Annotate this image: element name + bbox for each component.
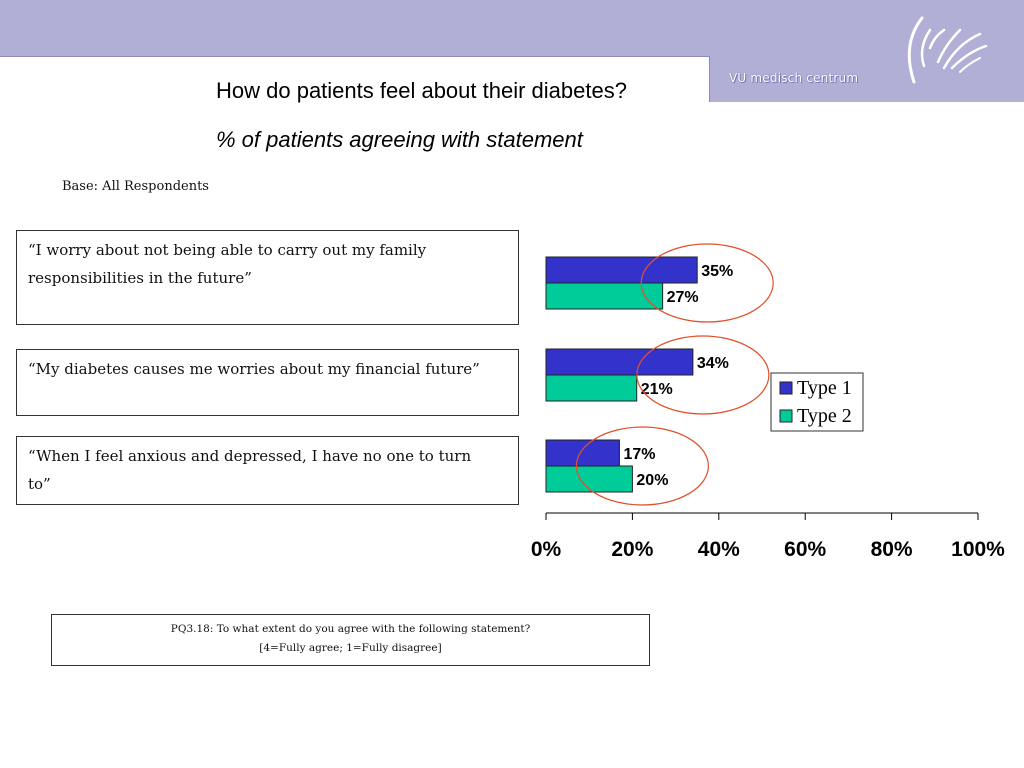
legend-swatch-1 [779, 381, 793, 395]
data-label-1-3: 17% [623, 446, 655, 463]
highlight-ellipse-3 [575, 426, 709, 506]
legend-label-2: Type 2 [797, 405, 852, 427]
data-label-2-3: 20% [636, 472, 668, 489]
highlight-ellipse-1 [640, 243, 774, 323]
statement-text-3: “When I feel anxious and depressed, I ha… [28, 447, 472, 493]
header-band [0, 0, 1024, 57]
legend-swatch-2 [779, 409, 793, 423]
bar-2-1 [545, 282, 664, 310]
statement-text-2: “My diabetes causes me worries about my … [28, 360, 480, 378]
data-label-2-1: 27% [667, 289, 699, 306]
statement-box-2: “My diabetes causes me worries about my … [16, 349, 519, 416]
footnote-scale: [4=Fully agree; 1=Fully disagree] [259, 642, 442, 654]
statement-text-1: “I worry about not being able to carry o… [28, 241, 427, 287]
bar-1-2 [545, 348, 694, 376]
statement-box-1: “I worry about not being able to carry o… [16, 230, 519, 325]
x-tick-label-5: 100% [951, 538, 1005, 561]
x-tick-label-1: 20% [611, 538, 653, 561]
logo-text: VU medisch centrum [729, 71, 859, 85]
x-tick-label-2: 40% [698, 538, 740, 561]
x-tick-label-0: 0% [531, 538, 562, 561]
header-divider [0, 56, 710, 57]
bar-chart: 35%27% 34% 21% 17% 20% 0% 20% 40% 60% 80% 100% Type… [531, 243, 1005, 561]
legend-label-1: Type 1 [797, 377, 852, 399]
data-label-1-1: 35% [701, 263, 733, 280]
data-label-1-2: 34% [697, 355, 729, 372]
statement-box-3: “When I feel anxious and depressed, I ha… [16, 436, 519, 505]
slide-title: How do patients feel about their diabete… [216, 78, 627, 103]
bar-1-3 [545, 439, 620, 467]
x-tick-label-3: 60% [784, 538, 826, 561]
data-label-2-2: 21% [641, 381, 673, 398]
slide-subtitle: % of patients agreeing with statement [216, 127, 583, 152]
bar-2-2 [545, 374, 638, 402]
footnote-question: PQ3.18: To what extent do you agree with… [170, 623, 531, 635]
bar-1-1 [545, 256, 698, 284]
footnote-box: PQ3.18: To what extent do you agree with… [51, 614, 650, 666]
bar-2-3 [545, 465, 633, 493]
highlight-ellipse-2 [636, 335, 770, 415]
x-tick-label-4: 80% [871, 538, 913, 561]
vumc-logo-icon [907, 16, 988, 84]
base-note: Base: All Respondents [62, 179, 209, 194]
